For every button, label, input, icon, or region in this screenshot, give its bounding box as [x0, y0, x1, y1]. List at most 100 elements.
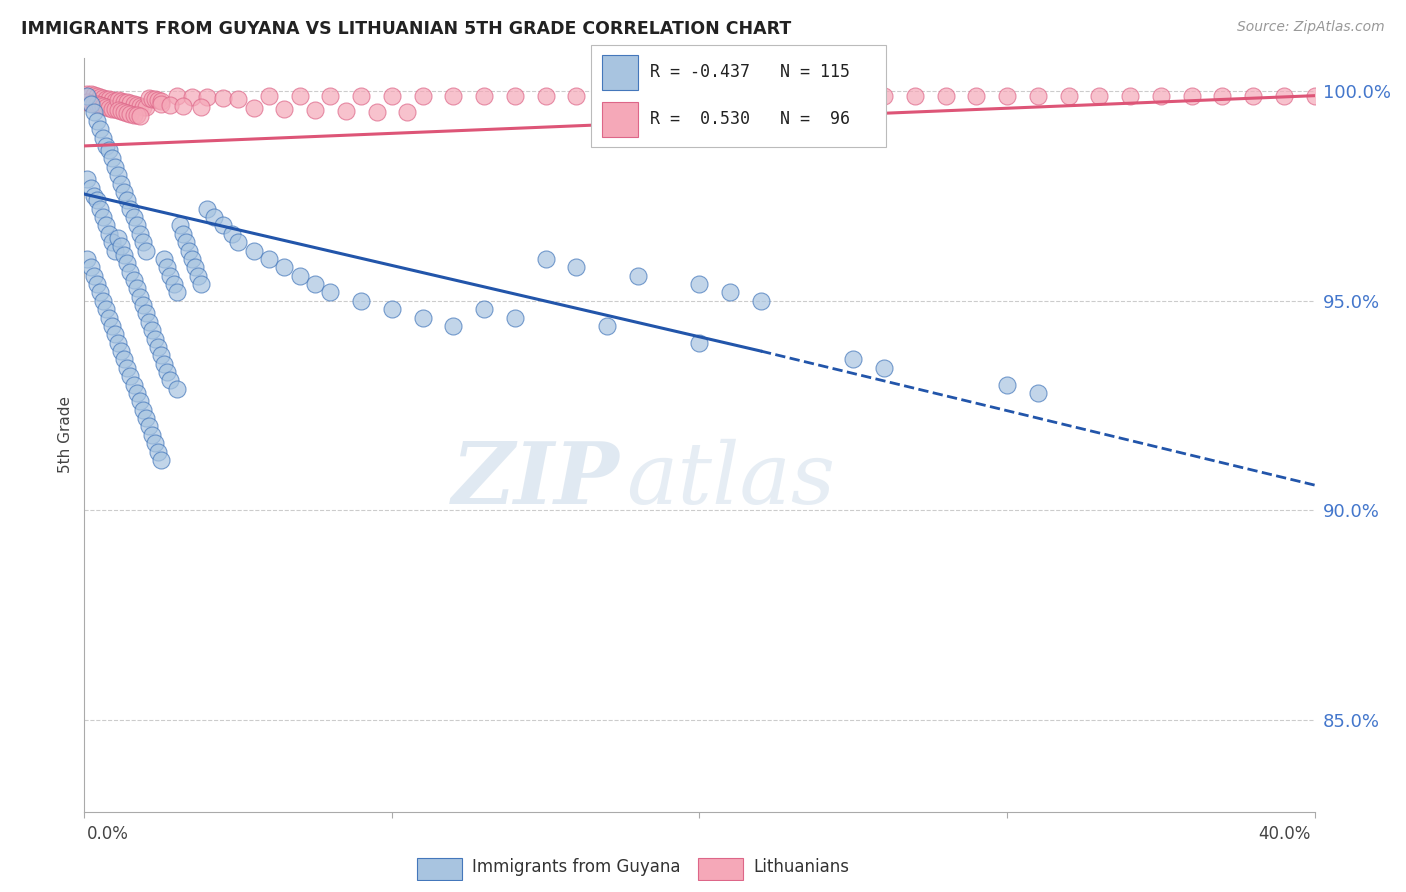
- Point: [749, 88, 772, 103]
- Point: [148, 444, 170, 458]
- Point: [79, 97, 101, 112]
- Point: [995, 88, 1018, 103]
- Point: [1026, 386, 1049, 401]
- Point: [534, 252, 557, 266]
- Point: [534, 88, 557, 103]
- Point: [143, 436, 166, 450]
- Point: [503, 310, 526, 325]
- Point: [965, 88, 987, 103]
- Point: [749, 293, 772, 308]
- Point: [159, 98, 181, 112]
- Point: [873, 360, 896, 375]
- Point: [153, 252, 176, 266]
- Point: [107, 168, 129, 182]
- Text: 40.0%: 40.0%: [1258, 825, 1310, 843]
- Point: [596, 88, 619, 103]
- Point: [104, 94, 127, 108]
- Point: [94, 92, 117, 106]
- Point: [112, 185, 135, 199]
- Point: [89, 202, 111, 216]
- Text: Lithuanians: Lithuanians: [754, 858, 849, 876]
- Point: [187, 268, 209, 283]
- Point: [135, 411, 157, 425]
- Point: [718, 88, 741, 103]
- Point: [76, 172, 98, 186]
- Point: [304, 103, 326, 117]
- Point: [596, 318, 619, 333]
- Point: [150, 453, 173, 467]
- Point: [76, 88, 98, 103]
- Point: [288, 268, 311, 283]
- Point: [86, 194, 108, 208]
- Point: [98, 143, 120, 157]
- Point: [273, 260, 295, 275]
- Point: [148, 93, 170, 107]
- Point: [138, 315, 160, 329]
- Point: [86, 277, 108, 292]
- Point: [162, 277, 184, 292]
- Point: [350, 293, 373, 308]
- FancyBboxPatch shape: [591, 45, 886, 147]
- Point: [110, 94, 132, 108]
- Point: [117, 360, 139, 375]
- Point: [91, 91, 114, 105]
- Point: [366, 104, 388, 119]
- Point: [169, 219, 191, 233]
- Point: [120, 264, 142, 278]
- Point: [904, 88, 927, 103]
- Point: [1211, 88, 1233, 103]
- Point: [117, 194, 139, 208]
- Point: [1303, 88, 1326, 103]
- Point: [117, 105, 139, 120]
- Point: [128, 394, 150, 409]
- Point: [122, 97, 145, 112]
- Point: [83, 96, 105, 111]
- Point: [117, 95, 139, 110]
- Point: [83, 268, 105, 283]
- Point: [443, 88, 465, 103]
- Point: [89, 122, 111, 136]
- Point: [381, 88, 404, 103]
- Point: [141, 427, 163, 442]
- Point: [91, 130, 114, 145]
- Point: [197, 202, 219, 216]
- Point: [76, 87, 98, 101]
- Point: [120, 369, 142, 384]
- Point: [120, 106, 142, 120]
- Point: [138, 91, 160, 105]
- Point: [132, 298, 155, 312]
- Point: [190, 99, 212, 113]
- Point: [101, 235, 124, 250]
- Point: [94, 302, 117, 317]
- Point: [148, 340, 170, 354]
- Point: [98, 310, 120, 325]
- Point: [112, 95, 135, 109]
- Point: [1057, 88, 1080, 103]
- Point: [780, 88, 803, 103]
- Point: [689, 335, 711, 350]
- Point: [83, 189, 105, 203]
- Point: [98, 101, 120, 115]
- Point: [107, 93, 129, 107]
- Point: [166, 382, 188, 396]
- Point: [89, 90, 111, 104]
- Point: [156, 365, 179, 379]
- Point: [143, 332, 166, 346]
- Point: [190, 277, 212, 292]
- Point: [873, 88, 896, 103]
- Point: [1150, 88, 1173, 103]
- Point: [122, 107, 145, 121]
- Point: [112, 248, 135, 262]
- Point: [128, 227, 150, 241]
- Point: [172, 227, 194, 241]
- Point: [107, 231, 129, 245]
- Point: [107, 335, 129, 350]
- Point: [319, 88, 342, 103]
- Point: [1241, 88, 1264, 103]
- Point: [211, 91, 233, 105]
- Point: [350, 88, 373, 103]
- Point: [211, 219, 233, 233]
- Point: [98, 92, 120, 106]
- Point: [128, 99, 150, 113]
- Point: [79, 181, 101, 195]
